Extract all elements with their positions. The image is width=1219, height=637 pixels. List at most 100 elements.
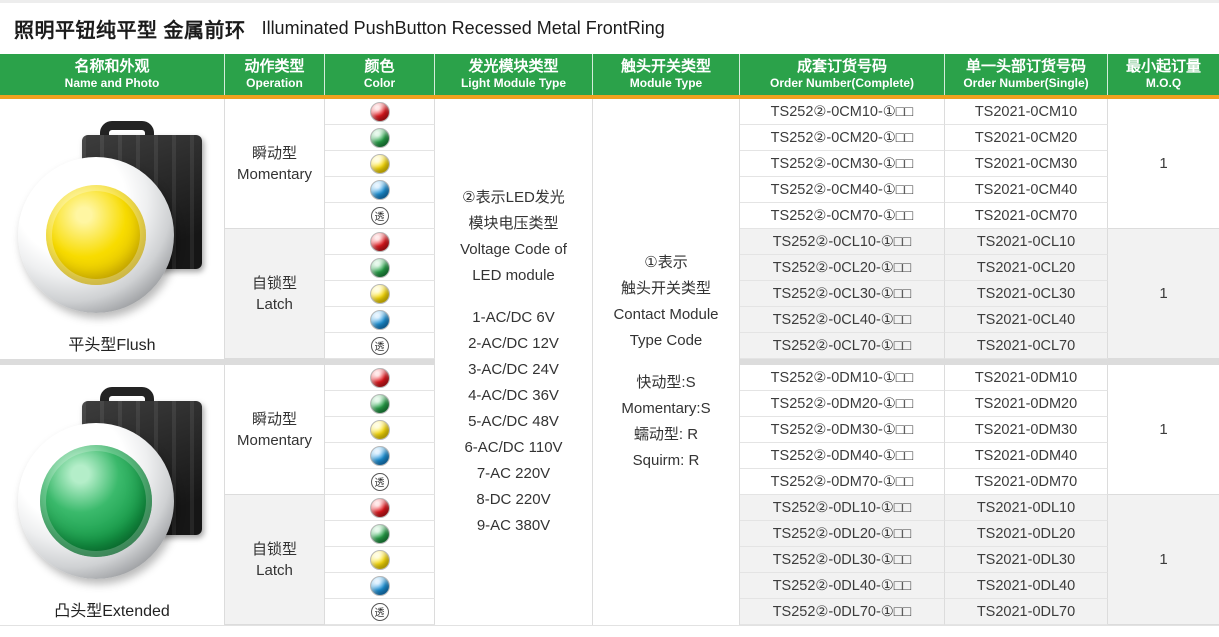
column-header-3: 发光模块类型 Light Module Type [435,54,593,95]
product-name-label: 凸头型Extended [54,603,170,620]
order-number-complete: TS252②-0CL70-①□□ [740,333,945,359]
operation-cell: 自锁型 Latch [225,495,325,625]
operation-label-en: Momentary [236,431,313,449]
order-number-complete: TS252②-0DM30-①□□ [740,417,945,443]
button-face-yellow [46,185,146,285]
legend-line: Momentary:S [621,400,711,417]
column-header-en: Light Module Type [460,76,567,91]
order-number-single: TS2021-0CL70 [945,333,1108,359]
order-number-complete: TS252②-0CL40-①□□ [740,307,945,333]
operation-label-en: Latch [256,561,293,579]
color-cell [325,229,435,255]
legend-line: 蠕动型: R [633,426,699,443]
operation-label-cn: 瞬动型 [251,410,297,428]
legend-line: Squirm: R [632,452,700,469]
section-separator [740,359,1219,365]
pushbutton-photo-flush [12,117,212,329]
page-title-cn: 照明平钮纯平型 金属前环 [14,20,246,42]
column-header-0: 名称和外观 Name and Photo [0,54,225,95]
order-number-complete: TS252②-0DM20-①□□ [740,391,945,417]
order-number-complete: TS252②-0CM40-①□□ [740,177,945,203]
color-swatch-yellow [369,419,390,440]
operation-label-cn: 瞬动型 [251,144,297,162]
operation-cell: 瞬动型 Momentary [225,99,325,229]
column-header-1: 动作类型 Operation [225,54,325,95]
color-cell [325,99,435,125]
column-header-en: M.O.Q [1145,76,1182,91]
color-cell [325,391,435,417]
order-number-single: TS2021-0DL70 [945,599,1108,625]
moq-cell: 1 [1108,495,1219,625]
color-swatch-yellow [369,283,390,304]
column-header-cn: 颜色 [364,57,395,75]
legend-line: 9-AC 380V [476,517,551,534]
column-header-cn: 动作类型 [244,57,305,75]
color-swatch-green [369,393,390,414]
operation-label-en: Momentary [236,165,313,183]
legend-line: ②表示LED发光 [462,189,565,206]
order-number-single: TS2021-0CM40 [945,177,1108,203]
legend-line: 7-AC 220V [476,465,551,482]
color-swatch-blue [369,179,390,200]
order-number-complete: TS252②-0CM30-①□□ [740,151,945,177]
product-photo-cell: 凸头型Extended [0,365,225,625]
color-swatch-red [369,231,390,252]
color-cell [325,573,435,599]
color-swatch-red [369,497,390,518]
order-number-complete: TS252②-0CL30-①□□ [740,281,945,307]
legend-line: 2-AC/DC 12V [468,335,559,352]
accent-strip [0,95,1219,99]
operation-cell: 瞬动型 Momentary [225,365,325,495]
column-header-6: 单一头部订货号码 Order Number(Single) [945,54,1108,95]
order-number-single: TS2021-0CL10 [945,229,1108,255]
order-number-single: TS2021-0DL30 [945,547,1108,573]
order-number-single: TS2021-0CM20 [945,125,1108,151]
color-swatch-yellow [369,153,390,174]
color-cell [325,125,435,151]
color-swatch-yellow [369,549,390,570]
color-cell: 透 [325,333,435,359]
order-number-complete: TS252②-0DL10-①□□ [740,495,945,521]
color-swatch-blue [369,445,390,466]
color-cell: 透 [325,469,435,495]
color-swatch-green [369,127,390,148]
color-cell [325,365,435,391]
order-number-complete: TS252②-0CM20-①□□ [740,125,945,151]
color-swatch-blue [369,575,390,596]
contact-module-type-legend: ①表示 触头开关类型 Contact Module Type Code 快动型:S Mom… [593,99,740,625]
color-swatch-clear: 透 [370,206,389,225]
legend-line: 模块电压类型 [468,215,559,232]
order-number-single: TS2021-0CM70 [945,203,1108,229]
column-header-en: Order Number(Single) [963,76,1089,91]
legend-line: 5-AC/DC 48V [468,413,559,430]
column-header-cn: 发光模块类型 [468,57,559,75]
column-header-en: Order Number(Complete) [769,76,915,91]
order-number-complete: TS252②-0DL40-①□□ [740,573,945,599]
column-header-7: 最小起订量 M.O.Q [1108,54,1219,95]
color-cell: 透 [325,599,435,625]
order-number-complete: TS252②-0DM40-①□□ [740,443,945,469]
color-cell [325,281,435,307]
color-swatch-blue [369,309,390,330]
order-number-single: TS2021-0DL40 [945,573,1108,599]
operation-label-cn: 自锁型 [251,274,297,292]
button-face-green [40,445,152,557]
operation-label-en: Latch [256,295,293,313]
order-number-complete: TS252②-0DL30-①□□ [740,547,945,573]
column-header-en: Operation [246,76,303,91]
order-number-complete: TS252②-0DM70-①□□ [740,469,945,495]
order-number-single: TS2021-0CL20 [945,255,1108,281]
order-number-complete: TS252②-0CL20-①□□ [740,255,945,281]
color-swatch-red [369,101,390,122]
order-number-complete: TS252②-0CL10-①□□ [740,229,945,255]
color-cell [325,443,435,469]
legend-line: LED module [472,267,555,284]
order-number-complete: TS252②-0DL70-①□□ [740,599,945,625]
column-header-cn: 单一头部订货号码 [965,57,1086,75]
legend-line: 6-AC/DC 110V [464,439,563,456]
pushbutton-photo-extended [12,383,212,595]
light-module-type-legend: ②表示LED发光 模块电压类型 Voltage Code of LED module 1… [435,99,593,625]
legend-line: 4-AC/DC 36V [468,387,559,404]
color-cell [325,417,435,443]
color-cell [325,495,435,521]
